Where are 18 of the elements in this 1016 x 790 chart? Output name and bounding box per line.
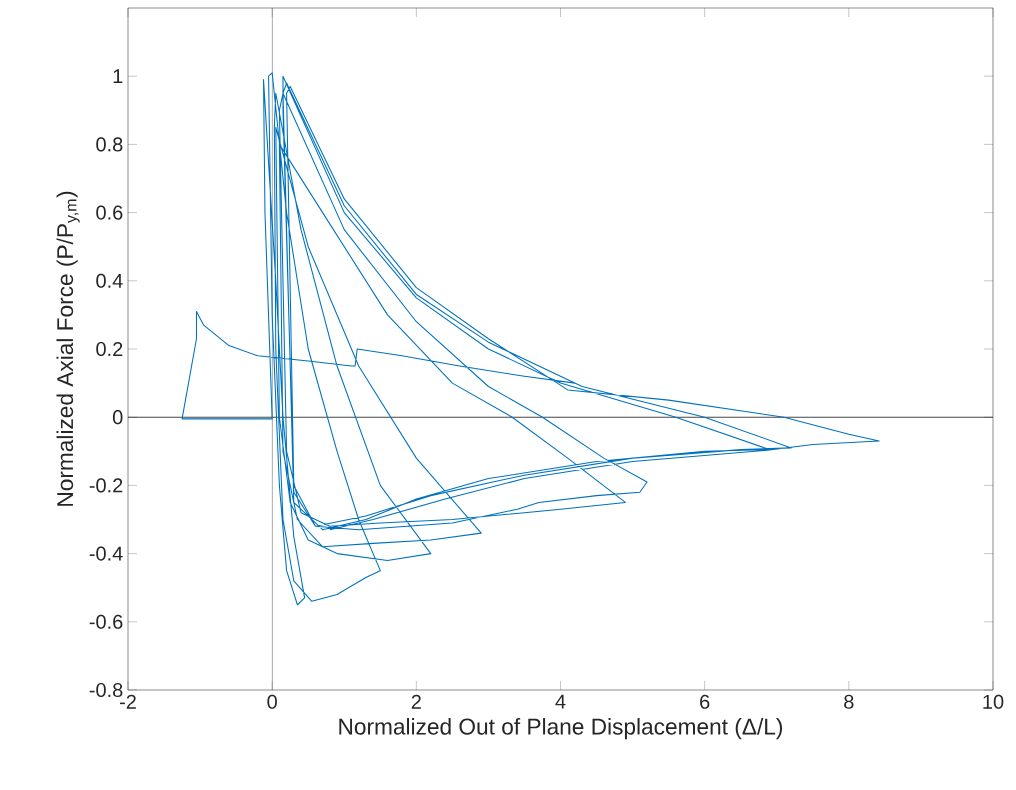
y-tick-label: 1	[113, 69, 123, 84]
y-axis-title: Normalized Axial Force (P/P$_{y,m}$)	[56, 191, 80, 506]
y-tick-label: -0.4	[89, 546, 123, 561]
x-axis-title: Normalized Out of Plane Displacement (Δ/L)	[339, 718, 783, 740]
y-tick-label: -0.6	[89, 614, 123, 629]
y-tick-label: 0.4	[96, 273, 123, 288]
y-tick-label: 0.8	[96, 137, 123, 152]
x-tick-label: 10	[983, 694, 1004, 709]
y-tick-label: -0.2	[89, 478, 123, 493]
x-tick-label: 4	[555, 694, 566, 709]
x-tick-label: 6	[700, 694, 710, 709]
y-tick-label: 0	[112, 410, 123, 425]
y-tick-label: 0.6	[96, 205, 123, 220]
x-tick-label: 8	[844, 694, 854, 709]
line-series	[181, 72, 880, 606]
x-tick-label: 0	[267, 694, 277, 709]
y-tick-label: 0.2	[96, 341, 123, 357]
x-tick-label: 2	[411, 694, 421, 709]
